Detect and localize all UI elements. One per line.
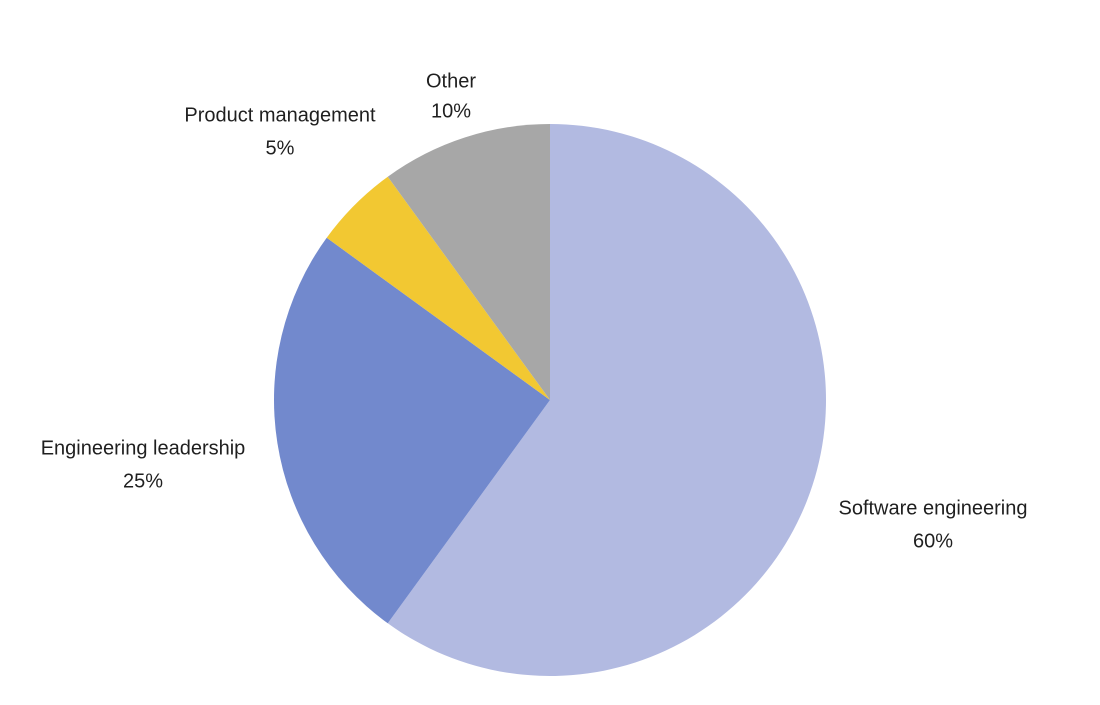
pie-labels: Software engineering 60% Engineering leade… bbox=[41, 70, 1028, 552]
slice-value-label: 60% bbox=[913, 530, 953, 552]
pie-slice-software-engineering bbox=[387, 124, 826, 677]
slice-value-label: 25% bbox=[123, 470, 163, 492]
pie-slices bbox=[273, 124, 826, 677]
slice-name-label: Engineering leadership bbox=[41, 437, 246, 459]
slice-value-label: 5% bbox=[266, 137, 295, 159]
slice-name-label: Product management bbox=[184, 104, 376, 126]
slice-name-label: Other bbox=[426, 70, 476, 92]
slice-name-label: Software engineering bbox=[838, 497, 1027, 519]
pie-slice-product-management bbox=[326, 176, 550, 400]
slice-value-label: 10% bbox=[431, 100, 471, 122]
pie-slice-engineering-leadership bbox=[273, 237, 550, 624]
pie-slice-other bbox=[387, 124, 550, 400]
